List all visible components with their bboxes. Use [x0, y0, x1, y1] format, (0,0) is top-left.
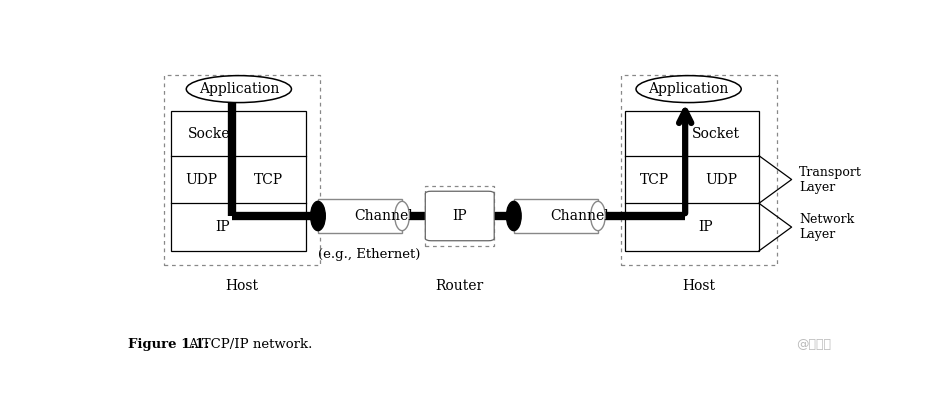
Bar — [625, 111, 759, 251]
Ellipse shape — [591, 201, 606, 231]
Text: Channel: Channel — [355, 209, 414, 223]
Text: IP: IP — [452, 209, 467, 223]
Ellipse shape — [636, 76, 741, 103]
Bar — [318, 199, 402, 234]
Text: UDP: UDP — [706, 173, 738, 187]
Text: Socket: Socket — [692, 126, 740, 140]
Text: UDP: UDP — [185, 173, 217, 187]
Bar — [425, 186, 494, 246]
Text: A TCP/IP network.: A TCP/IP network. — [188, 338, 313, 351]
FancyBboxPatch shape — [425, 191, 494, 241]
Text: (e.g., Ethernet): (e.g., Ethernet) — [318, 248, 420, 260]
Ellipse shape — [311, 201, 326, 231]
Text: IP: IP — [698, 220, 712, 234]
Text: @不二承: @不二承 — [797, 338, 831, 351]
Ellipse shape — [395, 201, 409, 231]
Bar — [171, 111, 305, 251]
Text: Application: Application — [649, 82, 729, 96]
Text: Channel: Channel — [550, 209, 609, 223]
Ellipse shape — [506, 201, 521, 231]
Bar — [514, 199, 598, 234]
Bar — [622, 75, 777, 265]
Text: Host: Host — [682, 279, 715, 293]
Text: TCP: TCP — [639, 173, 669, 187]
Ellipse shape — [186, 76, 291, 103]
Bar — [164, 75, 320, 265]
Text: Host: Host — [226, 279, 258, 293]
Text: Transport
Layer: Transport Layer — [799, 166, 862, 194]
Text: IP: IP — [215, 220, 229, 234]
Text: Application: Application — [198, 82, 279, 96]
Text: TCP: TCP — [254, 173, 283, 187]
Text: Network
Layer: Network Layer — [799, 213, 855, 241]
Text: Router: Router — [435, 279, 484, 293]
Text: Figure 1.1:: Figure 1.1: — [128, 338, 210, 351]
Text: Socket: Socket — [187, 126, 236, 140]
